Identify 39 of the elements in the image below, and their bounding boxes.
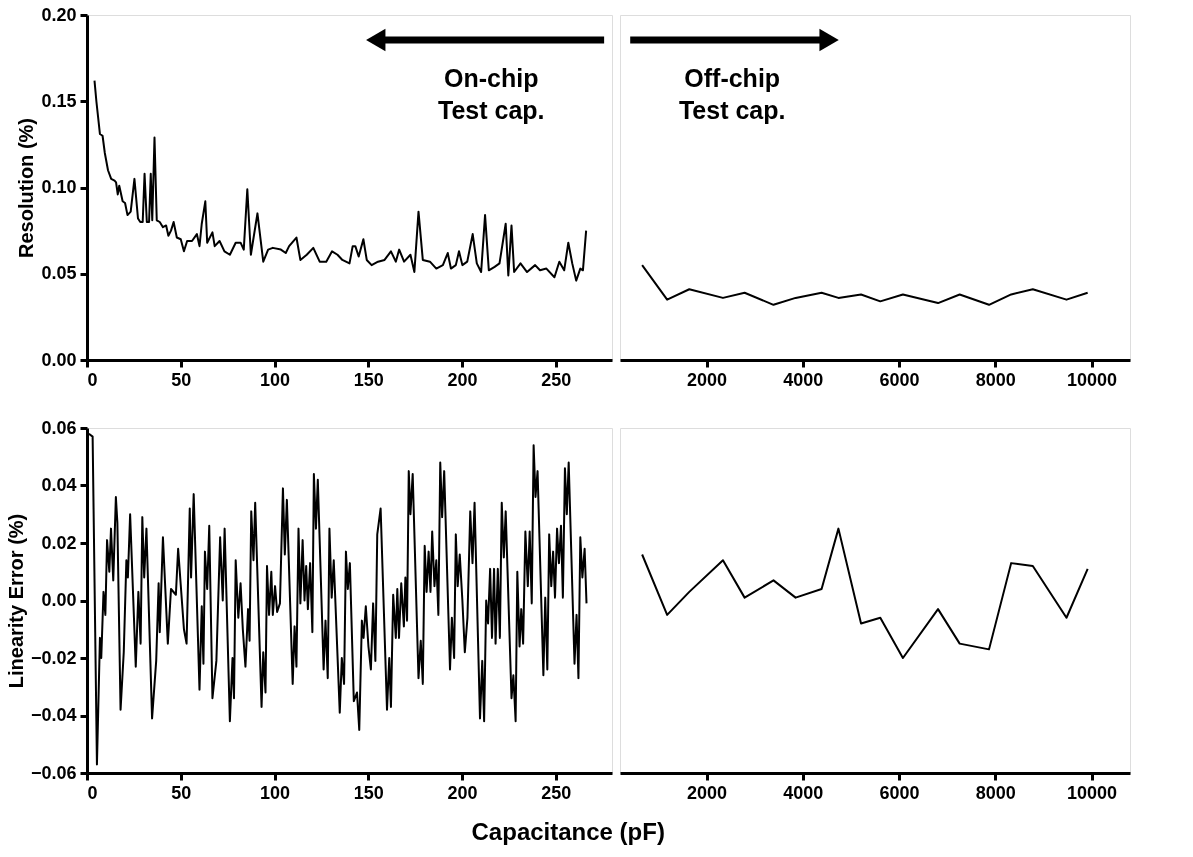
x-tick-label: 0 bbox=[87, 782, 98, 803]
x-tick-label: 2000 bbox=[687, 369, 728, 390]
x-tick-label: 100 bbox=[259, 782, 291, 803]
x-tick-label: 4000 bbox=[783, 369, 824, 390]
y-tick-label: −0.02 bbox=[30, 647, 77, 668]
x-tick-label: 6000 bbox=[879, 369, 920, 390]
x-tick-label: 150 bbox=[353, 782, 384, 803]
annotation: On-chip Test cap. bbox=[437, 64, 545, 124]
y-tick-label: −0.06 bbox=[30, 762, 77, 783]
x-tick-label: 10000 bbox=[1066, 369, 1118, 390]
x-tick-label: 2000 bbox=[687, 782, 728, 803]
annotation: Off-chip Test cap. bbox=[678, 64, 786, 124]
x-tick-label: 200 bbox=[447, 369, 478, 390]
y-tick-label: 0.10 bbox=[41, 177, 77, 197]
y-tick-label: 0.05 bbox=[41, 263, 77, 284]
x-tick-label: 250 bbox=[541, 369, 572, 390]
x-tick-label: 50 bbox=[171, 369, 192, 390]
x-tick-label: 0 bbox=[87, 369, 98, 390]
y-axis-title: Resolution (%) bbox=[15, 118, 38, 258]
y-tick-label: 0.02 bbox=[41, 532, 77, 553]
y-axis-title: Linearity Error (%) bbox=[4, 513, 27, 689]
x-tick-label: 100 bbox=[259, 369, 291, 390]
x-tick-label: 150 bbox=[353, 369, 384, 390]
x-tick-label: 200 bbox=[447, 782, 478, 803]
x-tick-label: 250 bbox=[541, 782, 572, 803]
x-tick-label: 4000 bbox=[783, 782, 824, 803]
y-tick-label: 0.00 bbox=[41, 349, 77, 370]
y-tick-label: 0.20 bbox=[41, 4, 77, 25]
y-tick-label: 0.15 bbox=[41, 90, 77, 111]
y-tick-label: 0.04 bbox=[41, 475, 77, 495]
y-tick-label: −0.04 bbox=[30, 705, 77, 725]
x-tick-label: 8000 bbox=[975, 782, 1016, 803]
x-axis-title: Capacitance (pF) bbox=[471, 817, 665, 845]
x-tick-label: 50 bbox=[171, 782, 192, 803]
x-tick-label: 8000 bbox=[975, 369, 1016, 390]
y-tick-label: 0.00 bbox=[41, 590, 77, 610]
x-tick-label: 6000 bbox=[879, 782, 920, 803]
x-tick-label: 10000 bbox=[1066, 782, 1118, 803]
y-tick-label: 0.06 bbox=[41, 417, 77, 438]
